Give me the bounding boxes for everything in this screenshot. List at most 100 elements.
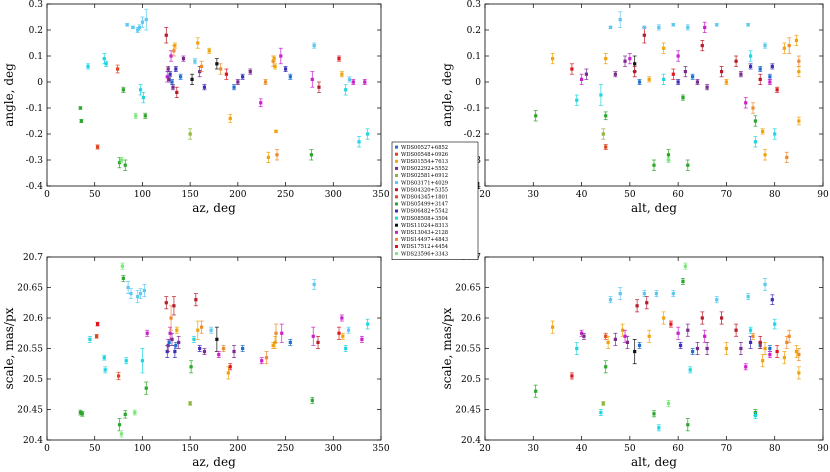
x-tick-label: 350: [372, 444, 389, 454]
point-marker: [366, 322, 370, 326]
point-marker: [782, 356, 786, 360]
point-marker: [715, 298, 719, 302]
point-marker: [137, 25, 142, 29]
point-marker: [217, 353, 221, 357]
point-marker: [734, 59, 738, 63]
point-marker: [179, 75, 183, 79]
legend-label: WDS17512+4454: [401, 244, 449, 250]
data-point: [724, 79, 729, 85]
data-point: [794, 345, 799, 358]
legend-entry: WDS13043+2128: [395, 230, 448, 236]
point-marker: [575, 346, 579, 351]
x-tick-label: 90: [817, 444, 829, 454]
data-point: [337, 55, 342, 62]
data-point: [199, 60, 204, 72]
point-marker: [748, 340, 753, 344]
x-axis-label: alt, deg: [631, 455, 677, 469]
legend-entry: WDS23596+3343: [395, 251, 448, 257]
data-point: [199, 320, 204, 334]
data-point: [753, 115, 758, 127]
point-marker: [785, 340, 789, 344]
y-tick-label: 20.45: [455, 406, 481, 416]
point-marker: [751, 334, 755, 338]
data-point: [656, 24, 661, 31]
point-marker: [599, 93, 603, 97]
legend-swatch: [395, 216, 398, 220]
legend-entry: WDS03171+4029: [395, 180, 448, 186]
point-marker: [310, 77, 314, 81]
data-point: [172, 345, 177, 358]
point-marker: [119, 158, 124, 162]
point-marker: [312, 44, 316, 48]
x-tick-label: 150: [182, 190, 199, 200]
point-marker: [140, 359, 145, 363]
point-marker: [691, 349, 695, 354]
point-marker: [177, 340, 181, 344]
point-marker: [604, 57, 608, 61]
data-point: [311, 326, 316, 346]
x-axis-label: az, deg: [192, 455, 236, 469]
point-marker: [86, 64, 90, 68]
point-marker: [703, 25, 707, 29]
x-tick-label: 80: [769, 444, 781, 454]
point-marker: [635, 304, 639, 308]
point-marker: [280, 331, 284, 335]
point-marker: [104, 62, 108, 66]
point-marker: [768, 80, 772, 84]
data-point: [197, 345, 202, 352]
data-point: [579, 73, 584, 85]
data-point: [676, 50, 681, 62]
point-marker: [169, 316, 173, 320]
data-point: [680, 278, 685, 285]
data-point: [130, 25, 135, 30]
legend-swatch: [395, 181, 398, 185]
data-point: [784, 151, 789, 163]
data-point: [272, 55, 277, 62]
point-marker: [686, 163, 690, 167]
point-marker: [271, 343, 275, 348]
y-tick-label: 20.6: [23, 314, 43, 324]
point-marker: [770, 298, 774, 302]
point-marker: [202, 349, 207, 354]
data-point: [164, 27, 169, 44]
point-marker: [181, 57, 186, 61]
point-marker: [579, 331, 584, 335]
data-point: [78, 409, 83, 416]
point-marker: [167, 340, 171, 344]
point-marker: [232, 85, 236, 89]
point-marker: [166, 67, 170, 71]
y-axis-label: angle, deg: [2, 63, 16, 127]
data-point: [141, 92, 146, 104]
data-point: [584, 68, 589, 80]
point-marker: [570, 67, 574, 71]
panel-angle-vs-az: 0 50 100 150 200 250 300 350 -0.4 -0.3 -0.2 -0.1 0 0.…: [2, 0, 390, 215]
x-tick-label: 200: [229, 444, 246, 454]
legend-entry: WDS02581+6912: [395, 173, 448, 179]
point-marker: [103, 368, 107, 372]
point-marker: [266, 155, 270, 159]
data-point: [178, 73, 183, 80]
point-marker: [79, 119, 83, 123]
point-marker: [311, 334, 315, 338]
legend-label: WDS08508+3504: [401, 216, 449, 222]
x-tick-label: 40: [576, 444, 588, 454]
data-point: [705, 84, 710, 91]
y-tick-label: -0.1: [464, 104, 481, 114]
point-marker: [695, 346, 700, 351]
point-marker: [310, 398, 314, 402]
point-marker: [170, 80, 174, 84]
data-point: [343, 345, 348, 352]
data-point: [787, 329, 792, 343]
legend-label: WDS04320+5355: [401, 187, 448, 193]
panel-scale-vs-alt: 20 30 40 50 60 70 80 90 20.4 20.45 20.5 20.55 20.6 20…: [440, 253, 829, 469]
data-point: [240, 73, 245, 80]
point-marker: [797, 353, 801, 357]
point-marker: [604, 365, 608, 369]
point-marker: [95, 334, 99, 338]
x-tick-label: 90: [817, 190, 829, 200]
point-marker: [167, 77, 171, 81]
point-marker: [241, 75, 245, 79]
legend-entry: WDS01554+7613: [395, 159, 448, 165]
point-marker: [173, 349, 177, 354]
data-point: [760, 354, 765, 368]
